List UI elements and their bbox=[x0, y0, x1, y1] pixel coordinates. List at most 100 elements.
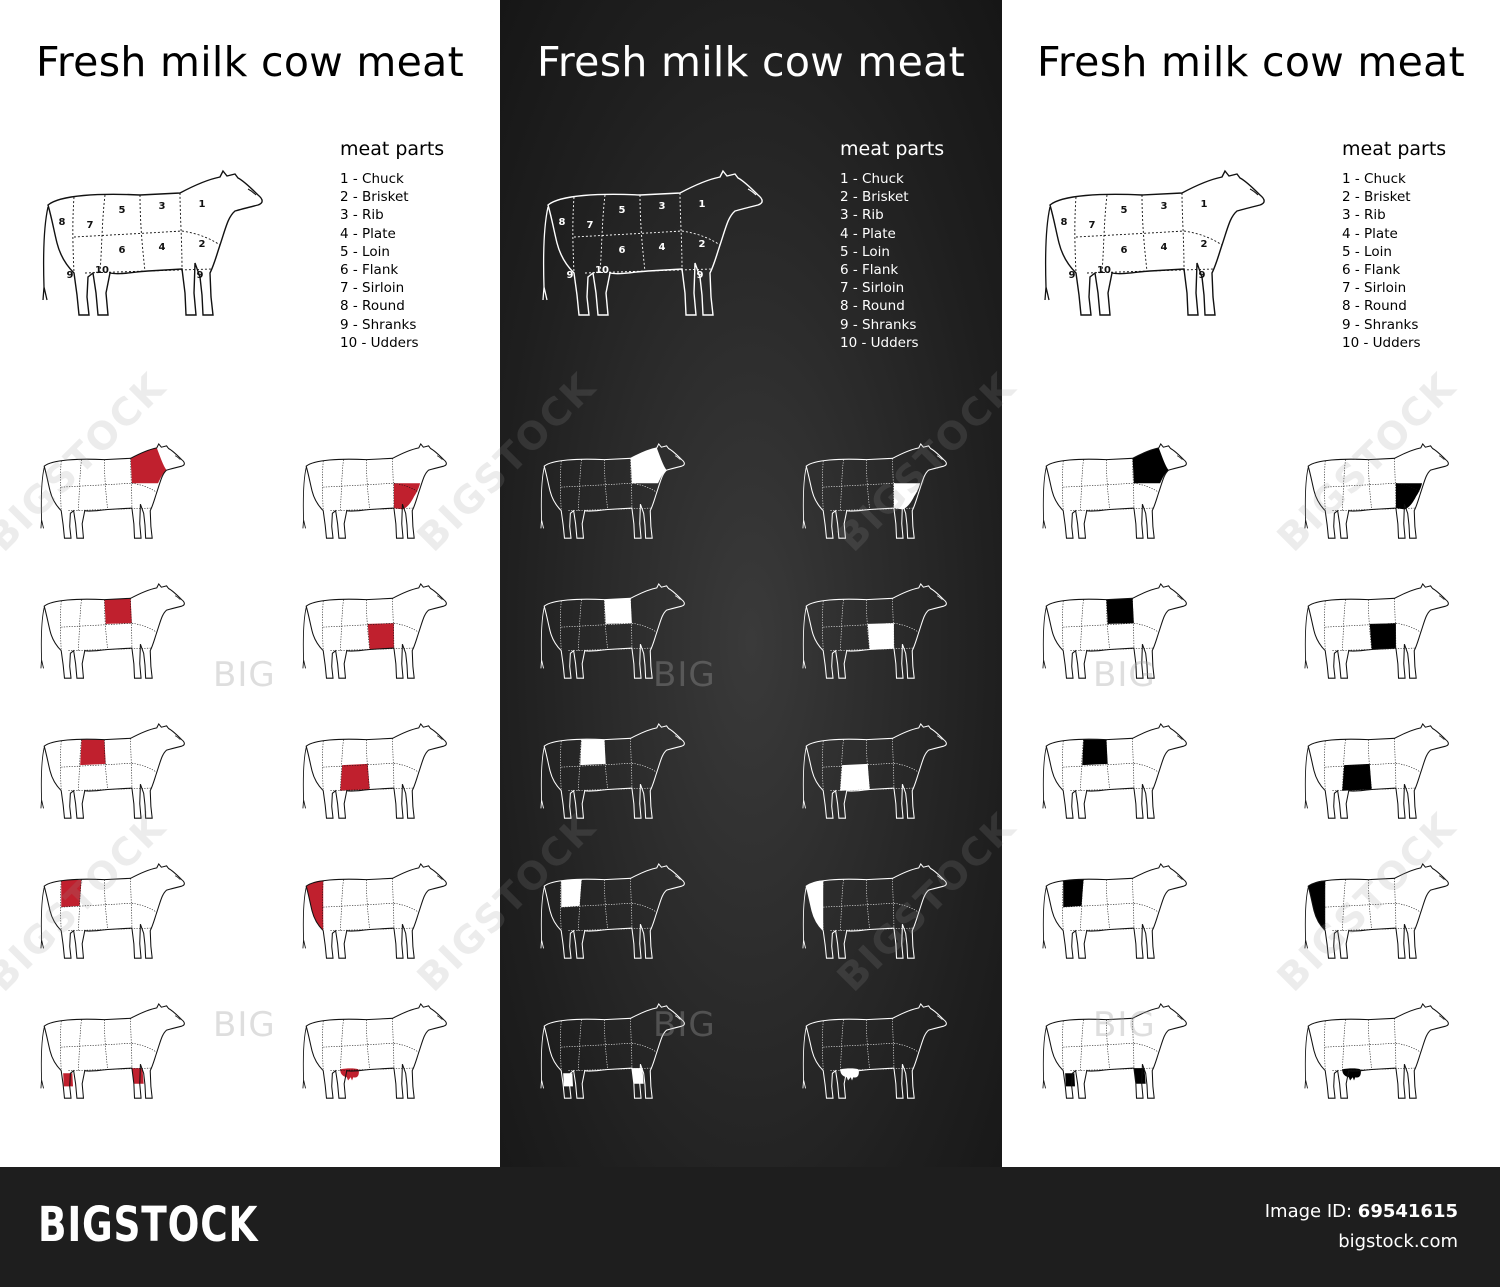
cow-tail bbox=[302, 607, 307, 669]
cow-tail bbox=[1042, 887, 1047, 949]
cut-line bbox=[681, 230, 721, 246]
highlighted-cut-shranks bbox=[563, 1068, 644, 1087]
cut-number-label: 4 bbox=[659, 242, 666, 253]
highlighted-cut-rib bbox=[104, 598, 132, 624]
legend-item: 7 - Sirloin bbox=[840, 280, 905, 297]
highlighted-cut-shranks bbox=[63, 1068, 144, 1087]
cut-line bbox=[1368, 599, 1372, 650]
cut-line bbox=[839, 599, 844, 651]
cut-line bbox=[1074, 196, 1077, 274]
cow-eye bbox=[674, 455, 681, 460]
cut-line bbox=[568, 927, 652, 931]
cut-line bbox=[1368, 1019, 1372, 1070]
cut-line bbox=[77, 739, 82, 791]
cut-line bbox=[630, 1018, 633, 1069]
cut-line bbox=[130, 738, 133, 789]
cow-figure: 1 2 3 4 5 6 7 8 9 9 10 bbox=[42, 169, 263, 316]
site-link[interactable]: bigstock.com bbox=[1338, 1231, 1458, 1252]
cut-number-label: 9 bbox=[1199, 270, 1206, 281]
cut-line bbox=[1079, 459, 1084, 511]
cut-number-label: 8 bbox=[559, 217, 566, 228]
cut-line bbox=[339, 599, 344, 651]
cut-line bbox=[1394, 878, 1397, 929]
cow-tail bbox=[1304, 887, 1309, 949]
cut-number-label: 9 bbox=[1069, 270, 1076, 281]
highlighted-cut-loin bbox=[80, 739, 106, 766]
cut-line bbox=[322, 880, 324, 931]
cut-line bbox=[1395, 482, 1421, 493]
cow-figure bbox=[302, 442, 447, 539]
cut-line bbox=[892, 738, 895, 789]
cut-line bbox=[104, 599, 108, 650]
cow-figure bbox=[540, 582, 685, 679]
cut-line bbox=[892, 1018, 895, 1069]
cut-line bbox=[630, 598, 633, 649]
cut-line bbox=[630, 738, 633, 789]
cut-line bbox=[77, 459, 82, 511]
legend-item: 5 - Loin bbox=[340, 243, 390, 260]
big-watermark: BIG bbox=[653, 655, 716, 695]
cow-tail bbox=[540, 747, 545, 809]
cow-eye bbox=[436, 1015, 443, 1020]
legend-item: 2 - Brisket bbox=[840, 189, 909, 206]
cow-tail bbox=[540, 467, 545, 529]
legend-title: meat parts bbox=[340, 138, 445, 160]
cow-cut-shranks bbox=[1042, 1002, 1187, 1099]
cut-line bbox=[822, 740, 824, 791]
cow-diagram-numbered: 1 2 3 4 5 6 7 8 9 9 10 bbox=[42, 169, 263, 316]
legend-list: 1 - Chuck 2 - Brisket 3 - Rib 4 - Plate 5 - … bbox=[1342, 170, 1446, 352]
cut-line bbox=[839, 459, 844, 511]
cut-line bbox=[604, 459, 608, 510]
cow-diagram-numbered: 1 2 3 4 5 6 7 8 9 9 10 bbox=[1044, 169, 1265, 316]
cow-outline bbox=[543, 862, 685, 959]
cut-line bbox=[1079, 599, 1084, 651]
cow-tail bbox=[302, 467, 307, 529]
cut-line bbox=[1141, 194, 1148, 272]
cut-line bbox=[1070, 787, 1154, 791]
cow-figure bbox=[40, 722, 185, 819]
cut-line bbox=[830, 1067, 914, 1071]
highlighted-cut-brisket bbox=[393, 483, 421, 510]
cut-line bbox=[68, 507, 152, 511]
cut-line bbox=[1062, 1020, 1064, 1071]
cow-eye bbox=[1176, 735, 1183, 740]
cow-eye bbox=[174, 455, 181, 460]
cow-eye bbox=[1438, 455, 1445, 460]
cut-line bbox=[631, 622, 657, 633]
cut-line bbox=[392, 878, 395, 929]
cut-line bbox=[1324, 1020, 1326, 1071]
cut-line bbox=[130, 458, 133, 509]
cow-eye bbox=[436, 735, 443, 740]
cut-line bbox=[1394, 598, 1397, 649]
cut-line bbox=[392, 738, 395, 789]
cut-line bbox=[1079, 1019, 1084, 1071]
cut-line bbox=[839, 739, 844, 791]
cut-line bbox=[131, 762, 157, 773]
cut-line bbox=[830, 927, 914, 931]
cow-outline bbox=[547, 169, 763, 316]
highlighted-cut-sirloin bbox=[306, 880, 324, 931]
cut-line bbox=[1070, 647, 1154, 651]
cut-number-label: 7 bbox=[1089, 220, 1096, 231]
panel-title: Fresh milk cow meat bbox=[1037, 38, 1465, 86]
cut-number-label: 1 bbox=[199, 199, 206, 210]
cow-figure bbox=[302, 582, 447, 679]
cut-line bbox=[1063, 482, 1134, 488]
cut-line bbox=[1133, 1042, 1159, 1053]
cut-line bbox=[131, 902, 157, 913]
legend-item: 10 - Udders bbox=[340, 334, 419, 351]
cut-line bbox=[893, 902, 919, 913]
cut-line bbox=[393, 902, 419, 913]
cut-number-label: 1 bbox=[699, 199, 706, 210]
cow-eye bbox=[247, 188, 257, 196]
cow-tail bbox=[1304, 607, 1309, 669]
cow-outline bbox=[305, 442, 447, 539]
cut-line bbox=[323, 1042, 394, 1048]
cut-line bbox=[823, 1042, 894, 1048]
cow-tail bbox=[1044, 206, 1051, 301]
legend-item: 8 - Round bbox=[1342, 298, 1407, 315]
cut-line bbox=[104, 459, 108, 510]
cut-number-label: 8 bbox=[59, 217, 66, 228]
cut-line bbox=[104, 1019, 108, 1070]
cow-outline bbox=[805, 722, 947, 819]
